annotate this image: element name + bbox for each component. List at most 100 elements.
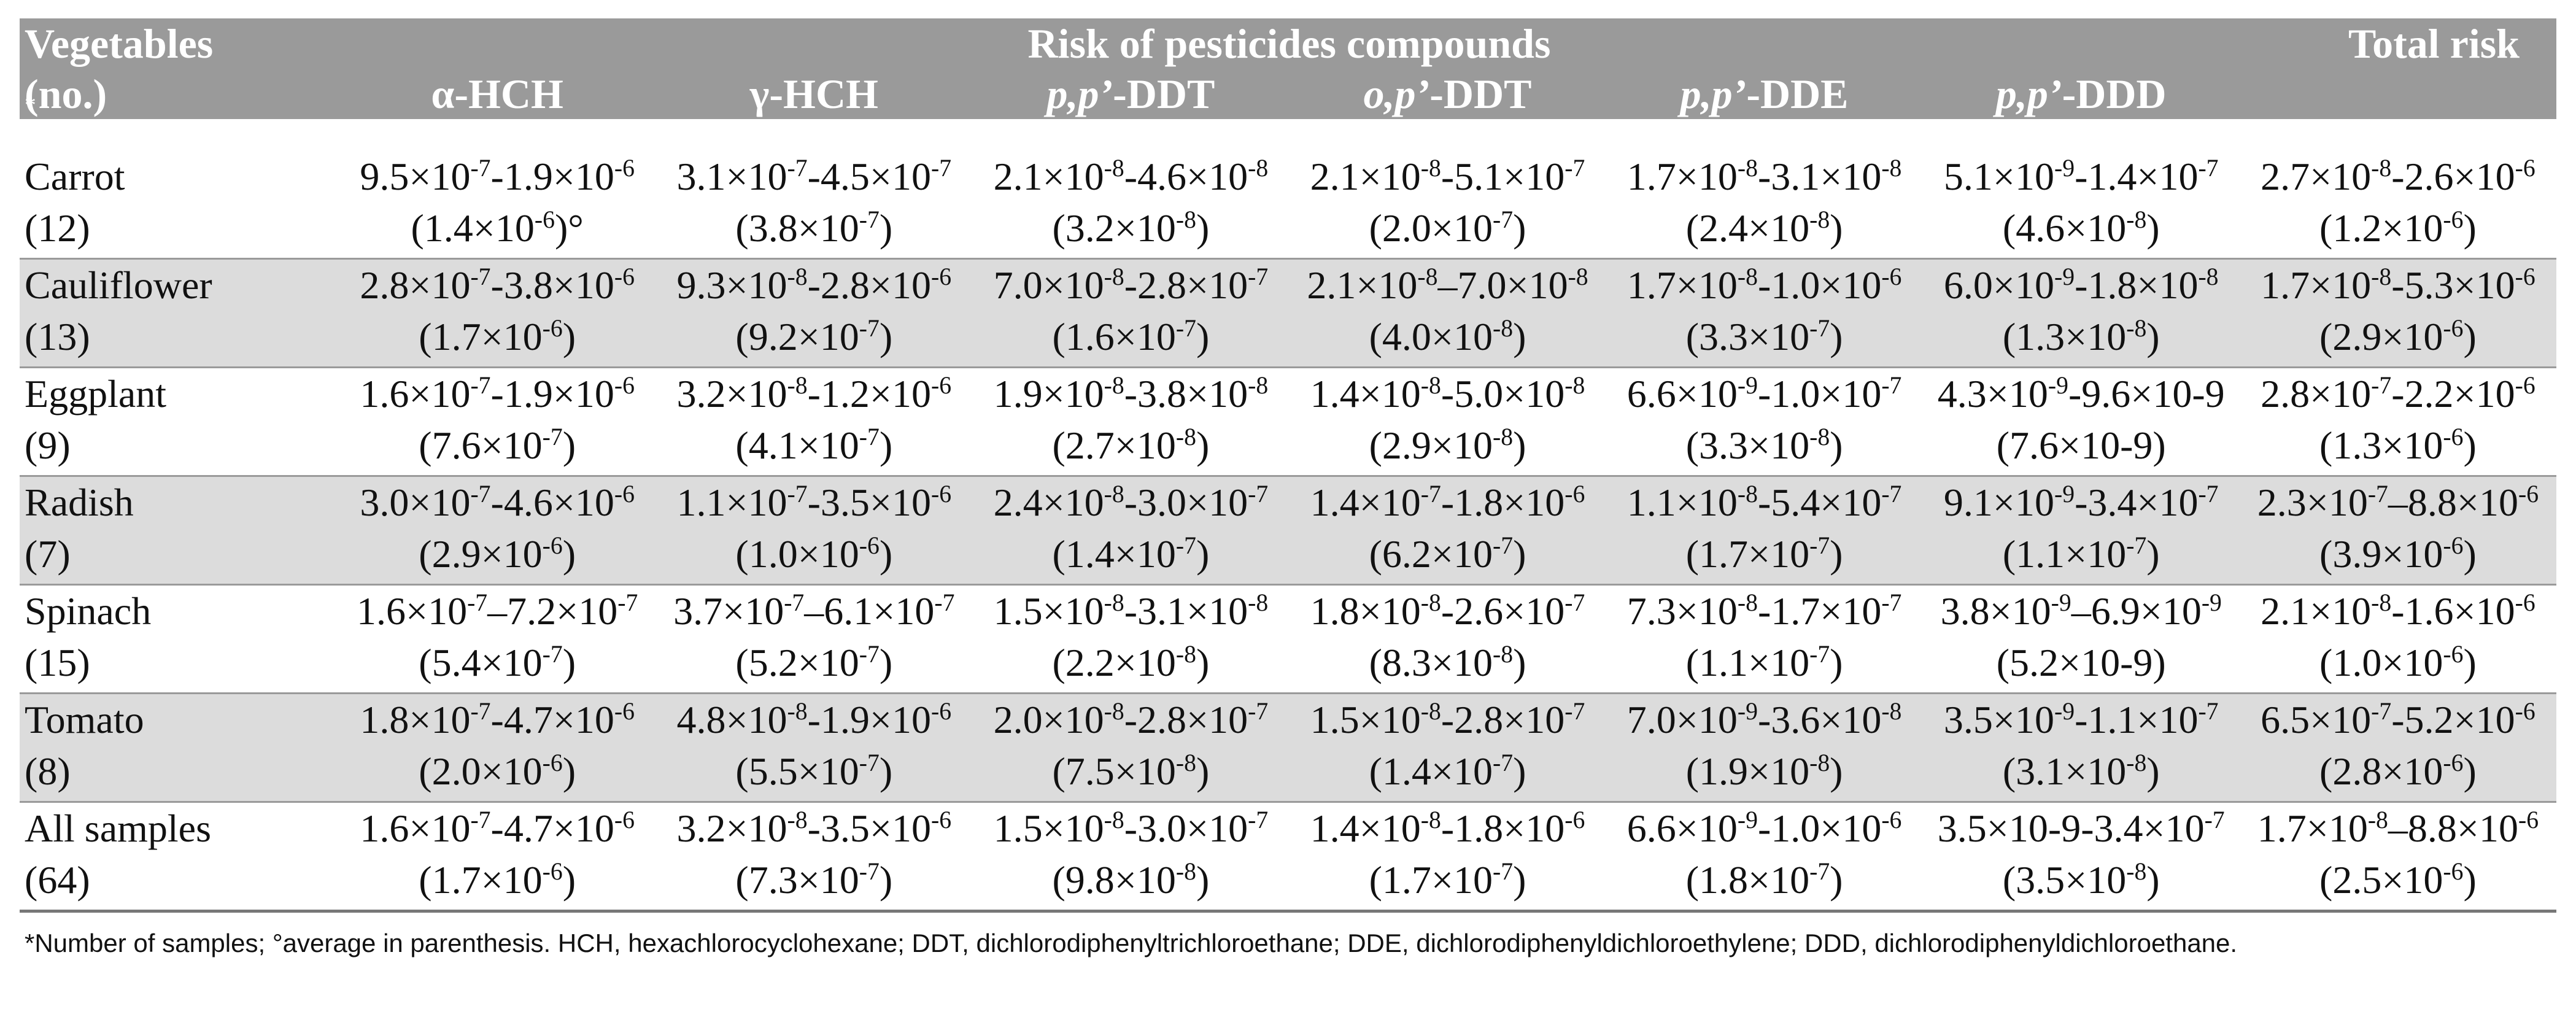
risk-range: 3.5×10-9-3.4×10-7 (1937, 806, 2225, 850)
risk-average: (3.3×10-8) (1685, 424, 1843, 467)
risk-range: 4.3×10-9-9.6×10-9 (1937, 372, 2225, 416)
vegetable-name: Carrot (25, 155, 125, 198)
total-risk-cell: 2.7×10-8-2.6×10-6 (1.2×10-6) (2240, 151, 2556, 259)
header-compound: γ-HCH (656, 69, 972, 119)
risk-range: 1.6×10-7-4.7×10-6 (360, 806, 635, 850)
risk-average: (1.8×10-7) (1685, 858, 1843, 902)
risk-range: 2.7×10-8-2.6×10-6 (2261, 155, 2535, 198)
risk-cell: 7.3×10-8-1.7×10-7 (1.1×10-7) (1606, 585, 1923, 694)
risk-cell: 6.6×10-9-1.0×10-6 (1.8×10-7) (1606, 802, 1923, 911)
risk-range: 9.3×10-8-2.8×10-6 (676, 263, 952, 307)
vegetable-cell: Radish (7) (20, 476, 339, 585)
header-risk-group: Risk of pesticides compounds (1027, 20, 1551, 67)
risk-average: (1.1×10-7) (2002, 532, 2160, 576)
risk-average: (2.9×10-6) (2319, 315, 2477, 358)
vegetable-name: Spinach (25, 589, 152, 633)
header-compound: p,p’-DDD (1923, 69, 2240, 119)
total-risk-cell: 1.7×10-8-5.3×10-6 (2.9×10-6) (2240, 259, 2556, 368)
table-row: Carrot (12) 9.5×10-7-1.9×10-6 (1.4×10-6)° 3.… (20, 151, 2556, 259)
risk-cell: 1.4×10-7-1.8×10-6 (6.2×10-7) (1289, 476, 1606, 585)
risk-cell: 1.9×10-8-3.8×10-8 (2.7×10-8) (972, 368, 1289, 476)
risk-cell: 3.2×10-8-1.2×10-6 (4.1×10-7) (656, 368, 972, 476)
risk-cell: 9.1×10-9-3.4×10-7 (1.1×10-7) (1923, 476, 2240, 585)
risk-range: 9.5×10-7-1.9×10-6 (360, 155, 635, 198)
risk-average: (6.2×10-7) (1369, 532, 1526, 576)
risk-average: (2.4×10-8) (1685, 206, 1843, 250)
vegetable-cell: Carrot (12) (20, 151, 339, 259)
risk-cell: 3.7×10-7–6.1×10-7 (5.2×10-7) (656, 585, 972, 694)
header-compound: o,p’-DDT (1289, 69, 1606, 119)
risk-cell: 2.4×10-8-3.0×10-7 (1.4×10-7) (972, 476, 1289, 585)
risk-average: (2.2×10-8) (1052, 641, 1210, 684)
risk-cell: 1.6×10-7–7.2×10-7 (5.4×10-7) (339, 585, 656, 694)
risk-cell: 1.8×10-8-2.6×10-7 (8.3×10-8) (1289, 585, 1606, 694)
table-row: Tomato (8) 1.8×10-7-4.7×10-6 (2.0×10-6) 4.8×… (20, 693, 2556, 802)
risk-average: (1.0×10-6) (2319, 641, 2477, 684)
risk-average: (7.3×10-7) (735, 858, 893, 902)
risk-average: (2.5×10-6) (2319, 858, 2477, 902)
total-risk-cell: 2.8×10-7-2.2×10-6 (1.3×10-6) (2240, 368, 2556, 476)
risk-cell: 3.0×10-7-4.6×10-6 (2.9×10-6) (339, 476, 656, 585)
risk-cell: 1.5×10-8-2.8×10-7 (1.4×10-7) (1289, 694, 1606, 802)
risk-cell: 3.8×10-9–6.9×10-9 (5.2×10-9) (1923, 585, 2240, 694)
risk-range: 2.8×10-7-2.2×10-6 (2261, 372, 2535, 416)
risk-range: 1.4×10-7-1.8×10-6 (1310, 481, 1585, 524)
risk-average: (9.2×10-7) (735, 315, 893, 358)
risk-range: 6.0×10-9-1.8×10-8 (1943, 263, 2219, 307)
risk-range: 2.1×10-8-1.6×10-6 (2261, 589, 2535, 633)
risk-average: (1.9×10-8) (1685, 749, 1843, 793)
risk-range: 7.0×10-8-2.8×10-7 (993, 263, 1269, 307)
risk-average: (3.5×10-8) (2002, 858, 2160, 902)
table-row: All samples (64) 1.6×10-7-4.7×10-6 (1.7×10-… (20, 802, 2556, 911)
risk-range: 1.4×10-8-5.0×10-8 (1310, 372, 1585, 416)
risk-range: 5.1×10-9-1.4×10-7 (1943, 155, 2219, 198)
risk-average: (2.9×10-6) (419, 532, 576, 576)
risk-range: 1.5×10-8-2.8×10-7 (1310, 698, 1585, 741)
vegetable-name: Tomato (25, 698, 144, 741)
risk-cell: 4.8×10-8-1.9×10-6 (5.5×10-7) (656, 694, 972, 802)
risk-range: 7.3×10-8-1.7×10-7 (1626, 589, 1902, 633)
risk-average: (2.8×10-6) (2319, 749, 2477, 793)
vegetable-name: Eggplant (25, 372, 167, 416)
risk-range: 3.7×10-7–6.1×10-7 (673, 589, 955, 633)
vegetable-cell: Tomato (8) (20, 694, 339, 802)
risk-range: 1.7×10-8-5.3×10-6 (2261, 263, 2535, 307)
header-compound: p,p’-DDT (972, 69, 1289, 119)
risk-cell: 2.1×10-8-5.1×10-7 (2.0×10-7) (1289, 151, 1606, 259)
header-row-1: Vegetables (no.) * Risk of pesticides com… (20, 18, 2556, 117)
risk-cell: 1.5×10-8-3.1×10-8 (2.2×10-8) (972, 585, 1289, 694)
header-vegetables-no: (no.) (25, 71, 107, 117)
risk-cell: 6.0×10-9-1.8×10-8 (1.3×10-8) (1923, 259, 2240, 368)
risk-range: 3.1×10-7-4.5×10-7 (676, 155, 952, 198)
risk-cell: 1.1×10-7-3.5×10-6 (1.0×10-6) (656, 476, 972, 585)
risk-range: 4.8×10-8-1.9×10-6 (676, 698, 952, 741)
vegetable-cell: All samples (64) (20, 802, 339, 911)
risk-average: (3.8×10-7) (735, 206, 893, 250)
risk-range: 1.7×10-8–8.8×10-6 (2257, 806, 2539, 850)
header-compound-label: -DDD (2062, 71, 2167, 117)
risk-range: 2.1×10-8-4.6×10-8 (993, 155, 1269, 198)
header-compound-label: γ-HCH (749, 71, 878, 117)
risk-average: (7.5×10-8) (1052, 749, 1210, 793)
risk-average: (4.1×10-7) (735, 424, 893, 467)
header-total-blank (2240, 69, 2556, 119)
risk-average: (3.3×10-7) (1685, 315, 1843, 358)
risk-range: 3.2×10-8-1.2×10-6 (676, 372, 952, 416)
header-compound-isomer: p,p’ (1995, 71, 2062, 117)
risk-average: (4.6×10-8) (2002, 206, 2160, 250)
risk-range: 6.6×10-9-1.0×10-6 (1626, 806, 1902, 850)
risk-cell: 2.1×10-8–7.0×10-8 (4.0×10-8) (1289, 259, 1606, 368)
table-header: Vegetables (no.) * Risk of pesticides com… (20, 18, 2556, 119)
risk-cell: 1.1×10-8-5.4×10-7 (1.7×10-7) (1606, 476, 1923, 585)
table-footnote: *Number of samples; °average in parenthe… (25, 929, 2238, 957)
sample-count: (13) (25, 315, 90, 358)
risk-average: (1.4×10-7) (1369, 749, 1526, 793)
risk-cell: 1.7×10-8-3.1×10-8 (2.4×10-8) (1606, 151, 1923, 259)
risk-cell: 4.3×10-9-9.6×10-9 (7.6×10-9) (1923, 368, 2240, 476)
risk-average: (2.7×10-8) (1052, 424, 1210, 467)
header-compound: p,p’-DDE (1606, 69, 1923, 119)
risk-cell: 9.3×10-8-2.8×10-6 (9.2×10-7) (656, 259, 972, 368)
header-compound-label: -DDE (1746, 71, 1849, 117)
risk-range: 1.8×10-7-4.7×10-6 (360, 698, 635, 741)
header-compound-isomer: p,p’ (1680, 71, 1747, 117)
